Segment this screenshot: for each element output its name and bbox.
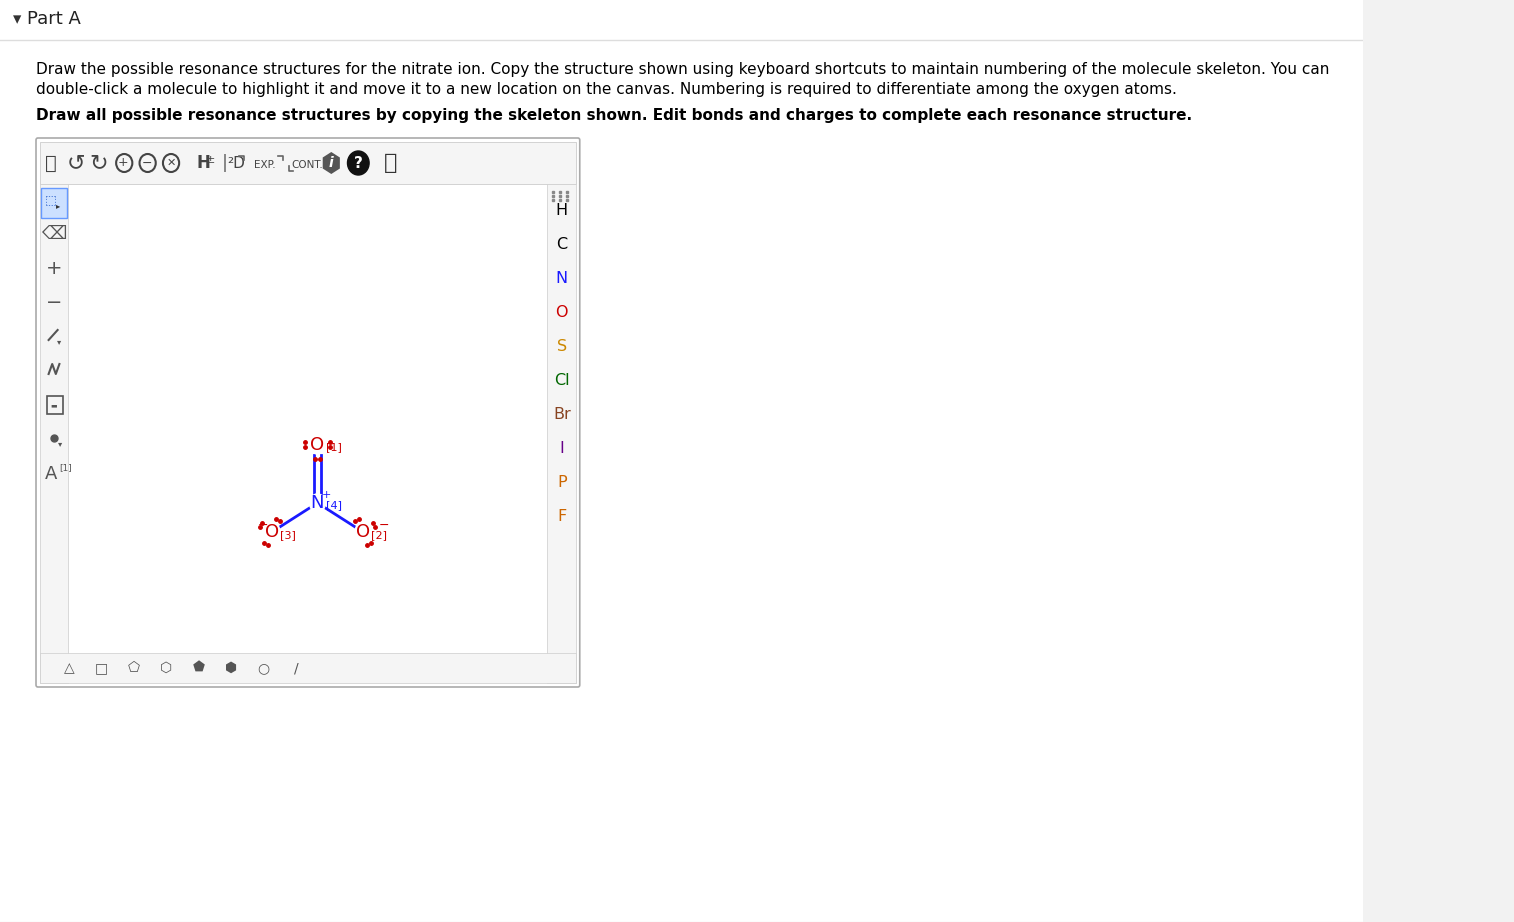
Text: I: I (559, 441, 565, 455)
Circle shape (263, 523, 280, 541)
Circle shape (309, 436, 326, 454)
Text: A: A (45, 465, 58, 483)
Text: H: H (197, 154, 210, 172)
FancyBboxPatch shape (36, 138, 580, 687)
Text: ⬡: ⬡ (160, 661, 173, 675)
Text: ⤢: ⤢ (383, 153, 397, 173)
Text: −: − (257, 519, 268, 532)
Text: O: O (356, 523, 369, 541)
Text: [3]: [3] (280, 530, 297, 540)
Text: [4]: [4] (326, 500, 342, 510)
Text: +: + (45, 258, 62, 278)
Text: O: O (265, 523, 279, 541)
Text: ?: ? (354, 156, 363, 171)
Text: S: S (557, 338, 566, 353)
Text: N: N (556, 270, 568, 286)
Text: +: + (118, 157, 129, 170)
Text: ⬢: ⬢ (226, 661, 238, 675)
Text: Draw the possible resonance structures for the nitrate ion. Copy the structure s: Draw the possible resonance structures f… (36, 62, 1329, 77)
Circle shape (348, 151, 369, 175)
Bar (41, 188, 67, 218)
Text: ○: ○ (257, 661, 269, 675)
Text: ↻: ↻ (89, 153, 109, 173)
Text: Draw all possible resonance structures by copying the skeleton shown. Edit bonds: Draw all possible resonance structures b… (36, 108, 1192, 123)
Text: ±: ± (206, 155, 215, 165)
Text: ²D: ²D (227, 156, 245, 171)
Text: ⬟: ⬟ (192, 661, 204, 675)
Text: △: △ (64, 661, 74, 675)
Text: O: O (310, 436, 324, 454)
Bar (39, 184, 68, 683)
Text: −: − (378, 519, 389, 532)
Bar (548, 184, 577, 683)
Text: /: / (294, 661, 298, 675)
Text: ⬚: ⬚ (44, 194, 56, 207)
Text: Br: Br (553, 407, 571, 421)
Text: Cl: Cl (554, 372, 569, 387)
Text: ⌫: ⌫ (41, 225, 67, 243)
Text: [1]: [1] (326, 442, 342, 452)
Bar (39, 142, 577, 184)
Text: [2]: [2] (371, 530, 388, 540)
Bar (39, 653, 577, 683)
Text: ✕: ✕ (167, 158, 176, 168)
Polygon shape (322, 152, 339, 174)
Text: 🗋: 🗋 (44, 153, 56, 172)
Bar (0, 0, 1363, 40)
Text: ▾: ▾ (12, 10, 21, 28)
Text: +: + (322, 490, 332, 500)
Text: |: | (221, 154, 227, 172)
Text: Part A: Part A (27, 10, 80, 28)
Text: i: i (329, 156, 333, 170)
Text: ↺: ↺ (67, 153, 85, 173)
Text: EXP.: EXP. (254, 160, 276, 170)
Text: double-click a molecule to highlight it and move it to a new location on the can: double-click a molecule to highlight it … (36, 82, 1176, 97)
Text: □: □ (95, 661, 109, 675)
Text: [1]: [1] (59, 464, 73, 472)
Text: N: N (310, 494, 324, 512)
Text: F: F (557, 509, 566, 524)
Text: H: H (556, 203, 568, 218)
Text: P: P (557, 475, 566, 490)
Bar (47, 396, 64, 414)
Text: CONT.: CONT. (292, 160, 324, 170)
Text: ▸: ▸ (56, 202, 59, 210)
Text: ▬: ▬ (50, 402, 58, 408)
Text: ⬠: ⬠ (129, 661, 141, 675)
Text: ▾: ▾ (58, 337, 62, 347)
Circle shape (354, 523, 371, 541)
Circle shape (309, 494, 326, 512)
Text: −: − (141, 157, 151, 170)
Text: O: O (556, 304, 568, 320)
Text: C: C (556, 237, 568, 252)
Text: −: − (45, 292, 62, 312)
Text: ▾: ▾ (58, 440, 62, 448)
